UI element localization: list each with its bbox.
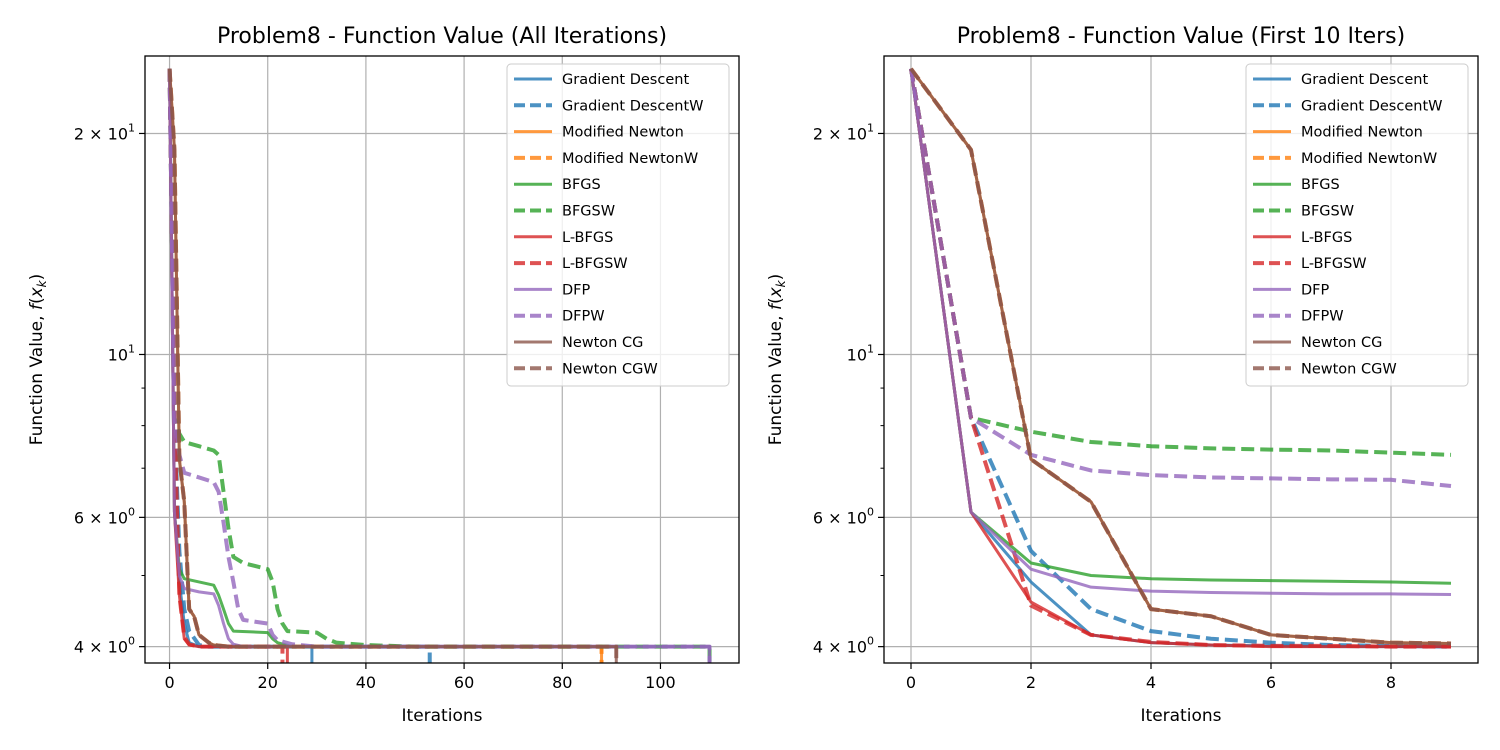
x-tick-label: 40 [356,673,376,692]
legend-label: Modified Newton [1301,125,1423,141]
y-tick-exponent: 0 [867,635,874,648]
y-axis-label: Function Value, f(xk) [766,274,788,446]
x-tick-label: 0 [906,673,916,692]
legend-label: L-BFGSW [1301,256,1367,272]
legend-label: Modified NewtonW [1301,151,1437,167]
legend-label: BFGS [562,177,601,193]
legend-label: Newton CG [1301,335,1382,351]
series-lines [167,68,712,663]
y-tick-mantissa: 4 [74,638,84,657]
series-line-newton-cgw [909,67,1452,646]
y-tick-times: × [823,638,847,657]
y-tick-base: 10 [847,638,867,657]
y-tick-exponent: 1 [867,121,874,134]
series-line-dfpw [909,68,1452,488]
y-tick-label: 4 × 100 [74,635,135,657]
legend-label: Gradient Descent [1301,72,1428,88]
y-tick-exponent: 0 [867,505,874,518]
y-tick-label: 2 × 101 [813,121,874,143]
series-line-l-bfgsw [909,68,1451,649]
y-tick-base: 10 [847,345,867,364]
legend-label: BFGSW [562,204,615,220]
y-tick-mantissa: 6 [813,508,823,527]
x-tick-label: 20 [258,673,278,692]
legend-label: DFP [562,282,591,298]
y-tick-times: × [823,508,847,527]
legend: Gradient Descent Gradient DescentW Modifie… [1245,63,1469,387]
y-tick-label: 2 × 101 [74,121,135,143]
series-line-dfpw [167,68,712,663]
legend-label: BFGSW [1301,204,1354,220]
y-tick-mantissa: 6 [74,508,84,527]
legend-label: Gradient DescentW [1301,98,1442,114]
legend-label: L-BFGSW [562,256,628,272]
y-tick-mantissa: 4 [813,638,823,657]
y-tick-mantissa: 2 [74,124,84,143]
legend-label: Gradient Descent [562,72,689,88]
y-tick-base: 10 [108,124,128,143]
legend-label: Newton CG [562,335,643,351]
x-tick-label: 6 [1266,673,1276,692]
y-tick-times: × [823,124,847,143]
x-axis-label: Iterations [402,706,483,726]
series-line-newton-cgw [167,68,619,663]
x-tick-label: 100 [645,673,676,692]
y-tick-label: 101 [847,342,874,364]
x-tick-label: 80 [552,673,572,692]
y-tick-exponent: 0 [128,635,135,648]
y-axis-label: Function Value, f(xk) [27,274,49,446]
legend: Gradient Descent Gradient DescentW Modifie… [506,63,730,387]
legend-label: Newton CGW [1301,361,1397,377]
legend-label: Gradient DescentW [562,98,703,114]
x-tick-label: 4 [1146,673,1156,692]
y-tick-base: 10 [108,508,128,527]
series-line-gradient-descentw [167,68,432,663]
plot-frame [883,55,1479,664]
y-tick-label: 101 [108,342,135,364]
y-tick-exponent: 1 [128,342,135,355]
legend-label: BFGS [1301,177,1340,193]
legend-label: Modified Newton [562,125,684,141]
y-tick-base: 10 [847,508,867,527]
chart-title: Problem8 - Function Value (First 10 Iter… [957,24,1405,49]
y-tick-times: × [84,124,108,143]
legend-label: DFPW [562,309,605,325]
legend-box [1245,63,1469,387]
chart-title: Problem8 - Function Value (All Iteration… [217,24,667,49]
y-tick-exponent: 1 [867,342,874,355]
plot-frame [144,55,740,664]
x-tick-label: 60 [454,673,474,692]
y-tick-times: × [84,508,108,527]
x-tick-label: 2 [1026,673,1036,692]
legend-label: L-BFGS [562,230,613,246]
x-axis-label: Iterations [1141,706,1222,726]
y-tick-base: 10 [847,124,867,143]
series-line-bfgs [909,68,1452,585]
y-tick-base: 10 [108,638,128,657]
x-tick-label: 8 [1386,673,1396,692]
legend-box [506,63,730,387]
legend-label: L-BFGS [1301,230,1352,246]
y-tick-mantissa: 2 [813,124,823,143]
series-lines [909,67,1452,649]
y-tick-label: 6 × 100 [74,505,135,527]
series-line-gradient-descent [168,68,314,663]
legend-label: DFPW [1301,309,1344,325]
y-tick-times: × [84,638,108,657]
y-tick-exponent: 1 [128,121,135,134]
x-tick-label: 0 [164,673,174,692]
series-line-dfp [909,68,1452,597]
legend-label: DFP [1301,282,1330,298]
series-line-bfgsw [167,68,712,663]
legend-label: Modified NewtonW [562,151,698,167]
series-line-bfgsw [909,68,1452,457]
y-tick-base: 10 [108,345,128,364]
y-tick-exponent: 0 [128,505,135,518]
y-tick-label: 6 × 100 [813,505,874,527]
y-tick-label: 4 × 100 [813,635,874,657]
legend-label: Newton CGW [562,361,658,377]
